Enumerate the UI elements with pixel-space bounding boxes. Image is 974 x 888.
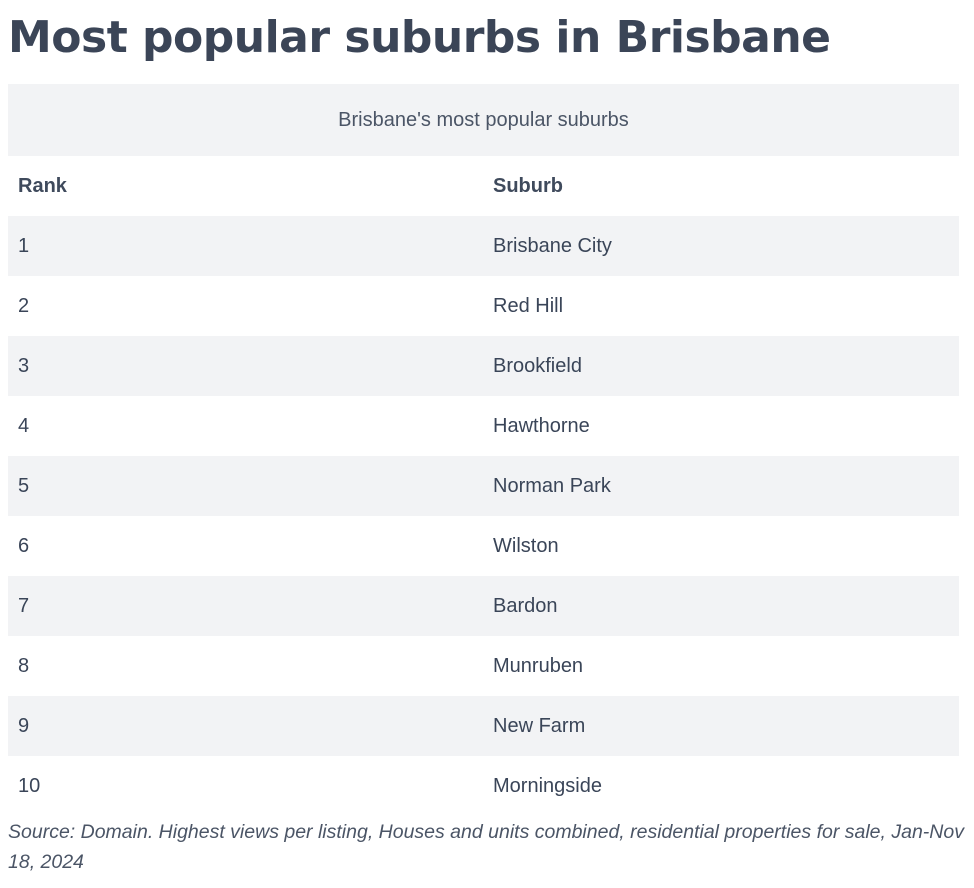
table-row: 7 Bardon (8, 576, 959, 636)
rank-cell: 2 (8, 276, 483, 336)
page-title: Most popular suburbs in Brisbane (8, 12, 831, 63)
rank-cell: 5 (8, 456, 483, 516)
rank-cell: 9 (8, 696, 483, 756)
table-row: 5 Norman Park (8, 456, 959, 516)
suburb-cell: Norman Park (483, 456, 959, 516)
suburb-cell: Bardon (483, 576, 959, 636)
table-row: 6 Wilston (8, 516, 959, 576)
table-row: 1 Brisbane City (8, 216, 959, 276)
table-row: 10 Morningside (8, 756, 959, 816)
table-row: 3 Brookfield (8, 336, 959, 396)
rank-cell: 1 (8, 216, 483, 276)
suburb-cell: Brisbane City (483, 216, 959, 276)
source-note: Source: Domain. Highest views per listin… (8, 821, 964, 873)
suburb-cell: Red Hill (483, 276, 959, 336)
table-row: 8 Munruben (8, 636, 959, 696)
suburbs-table: Rank Suburb 1 Brisbane City 2 Red Hill 3… (8, 156, 959, 816)
table-row: 4 Hawthorne (8, 396, 959, 456)
rank-cell: 7 (8, 576, 483, 636)
suburb-cell: Brookfield (483, 336, 959, 396)
table-caption: Brisbane's most popular suburbs (8, 84, 959, 156)
suburbs-table-container: Brisbane's most popular suburbs Rank Sub… (8, 84, 959, 816)
rank-cell: 4 (8, 396, 483, 456)
rank-cell: 3 (8, 336, 483, 396)
suburb-cell: Wilston (483, 516, 959, 576)
table-row: 2 Red Hill (8, 276, 959, 336)
rank-cell: 6 (8, 516, 483, 576)
rank-cell: 10 (8, 756, 483, 816)
suburb-cell: Munruben (483, 636, 959, 696)
column-header-rank: Rank (8, 156, 483, 216)
suburb-cell: Hawthorne (483, 396, 959, 456)
table-row: 9 New Farm (8, 696, 959, 756)
column-header-suburb: Suburb (483, 156, 959, 216)
table-header-row: Rank Suburb (8, 156, 959, 216)
suburb-cell: Morningside (483, 756, 959, 816)
suburb-cell: New Farm (483, 696, 959, 756)
rank-cell: 8 (8, 636, 483, 696)
